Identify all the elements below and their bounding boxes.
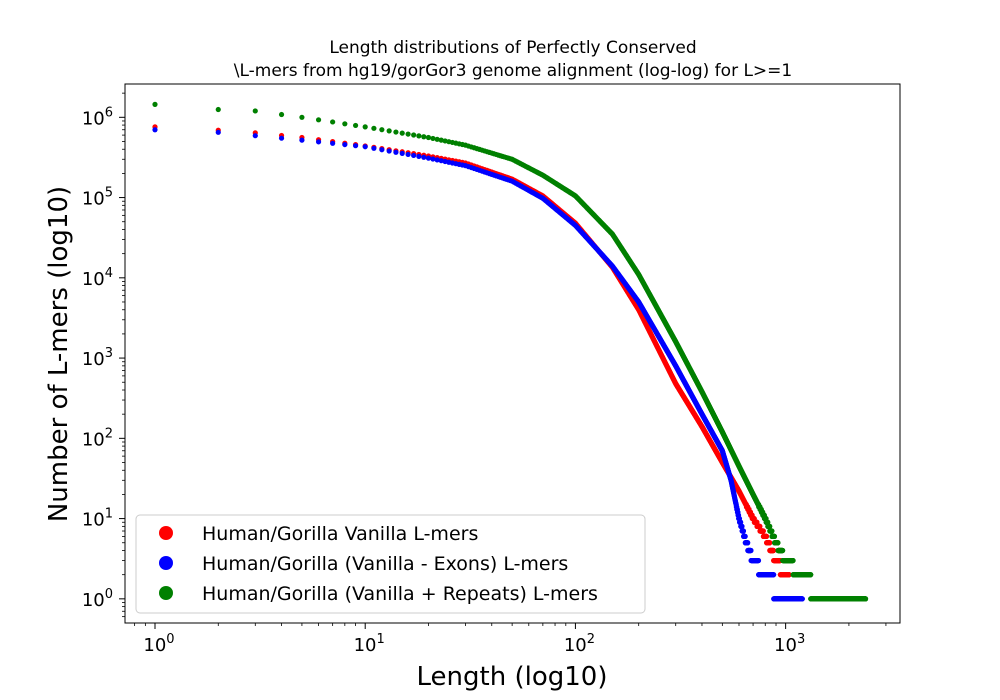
- data-point: [425, 134, 432, 141]
- data-point: [742, 533, 748, 539]
- data-point: [411, 132, 417, 138]
- data-point: [425, 155, 432, 161]
- chart-title-line2: \L-mers from hg19/gorGor3 genome alignme…: [234, 61, 793, 81]
- data-point: [770, 547, 777, 554]
- data-point: [438, 158, 444, 164]
- data-point: [352, 122, 359, 129]
- data-point: [362, 144, 368, 150]
- tick-label-y-6: 106: [82, 105, 113, 129]
- data-point: [352, 143, 359, 149]
- data-point: [152, 101, 158, 107]
- data-point: [808, 572, 814, 578]
- data-point: [775, 540, 781, 546]
- data-point: [330, 140, 336, 146]
- data-point: [740, 528, 747, 534]
- data-point: [430, 156, 436, 162]
- legend-label-vanilla: Human/Gorilla Vanilla L-mers: [202, 523, 478, 545]
- data-point: [748, 547, 754, 554]
- data-point: [771, 533, 778, 539]
- data-point: [379, 127, 385, 133]
- data-point: [434, 157, 440, 163]
- data-point: [393, 149, 399, 155]
- tick-label-x-3: 103: [774, 632, 805, 656]
- data-point: [371, 125, 377, 131]
- data-point: [862, 596, 869, 602]
- tick-label-y-0: 100: [82, 587, 113, 611]
- data-point: [386, 148, 392, 154]
- tick-label-y-2: 102: [82, 426, 113, 450]
- data-point: [371, 145, 377, 151]
- tick-label-y-3: 103: [82, 346, 113, 370]
- data-point: [215, 129, 221, 135]
- data-point: [430, 135, 436, 142]
- data-point: [386, 128, 392, 134]
- legend-label-vanilla-plus-repeats: Human/Gorilla (Vanilla + Repeats) L-mers: [202, 583, 598, 605]
- data-point: [786, 572, 792, 578]
- y-axis-label: Number of L-mers (log10): [44, 186, 74, 522]
- data-point: [278, 111, 285, 118]
- data-point: [421, 154, 427, 160]
- data-points: [152, 101, 869, 602]
- data-point: [416, 133, 422, 139]
- data-point: [767, 540, 773, 546]
- legend: Human/Gorilla Vanilla L-mers Human/Goril…: [135, 514, 646, 614]
- data-point: [755, 557, 762, 564]
- legend-marker-vanilla-plus-repeats: [159, 586, 173, 600]
- data-point: [405, 131, 411, 137]
- data-point: [760, 528, 766, 534]
- data-point: [739, 523, 745, 529]
- data-point: [399, 150, 405, 156]
- data-point: [767, 523, 773, 529]
- data-point: [315, 117, 322, 123]
- series-vanilla-minus-exons: [152, 127, 805, 602]
- data-point: [416, 153, 422, 159]
- data-point: [399, 130, 405, 136]
- chart-title-line1: Length distributions of Perfectly Conser…: [329, 38, 696, 58]
- data-point: [790, 557, 796, 564]
- data-point: [769, 528, 775, 534]
- tick-label-y-5: 105: [82, 186, 113, 210]
- x-axis-label: Length (log10): [417, 662, 608, 692]
- data-point: [754, 519, 760, 525]
- tick-label-x-0: 100: [143, 632, 174, 656]
- data-point: [738, 519, 744, 525]
- legend-marker-vanilla: [159, 526, 173, 540]
- data-point: [252, 108, 258, 114]
- data-point: [405, 151, 411, 158]
- data-point: [252, 133, 258, 139]
- data-point: [315, 139, 322, 145]
- tick-label-x-1: 101: [354, 632, 385, 656]
- data-point: [763, 533, 770, 539]
- data-point: [330, 119, 336, 125]
- legend-label-vanilla-minus-exons: Human/Gorilla (Vanilla - Exons) L-mers: [202, 553, 568, 575]
- data-point: [421, 134, 427, 140]
- data-point: [342, 141, 348, 148]
- data-point: [757, 523, 763, 529]
- data-point: [152, 127, 158, 133]
- data-point: [771, 572, 777, 578]
- legend-marker-vanilla-minus-exons: [159, 556, 173, 570]
- tick-label-x-2: 102: [564, 632, 595, 656]
- data-point: [299, 137, 305, 143]
- data-point: [278, 135, 285, 141]
- data-point: [434, 136, 440, 142]
- series-vanilla-plus-repeats: [152, 101, 869, 602]
- data-point: [299, 114, 305, 120]
- data-point: [411, 152, 417, 159]
- tick-label-y-1: 101: [82, 507, 113, 531]
- tick-label-y-4: 104: [82, 266, 113, 290]
- data-point: [780, 547, 786, 554]
- data-point: [799, 596, 805, 602]
- data-point: [215, 106, 221, 113]
- data-point: [362, 124, 368, 130]
- data-point: [745, 540, 751, 546]
- data-point: [342, 121, 348, 127]
- data-point: [379, 147, 385, 153]
- data-point: [393, 129, 399, 135]
- data-point: [438, 137, 444, 143]
